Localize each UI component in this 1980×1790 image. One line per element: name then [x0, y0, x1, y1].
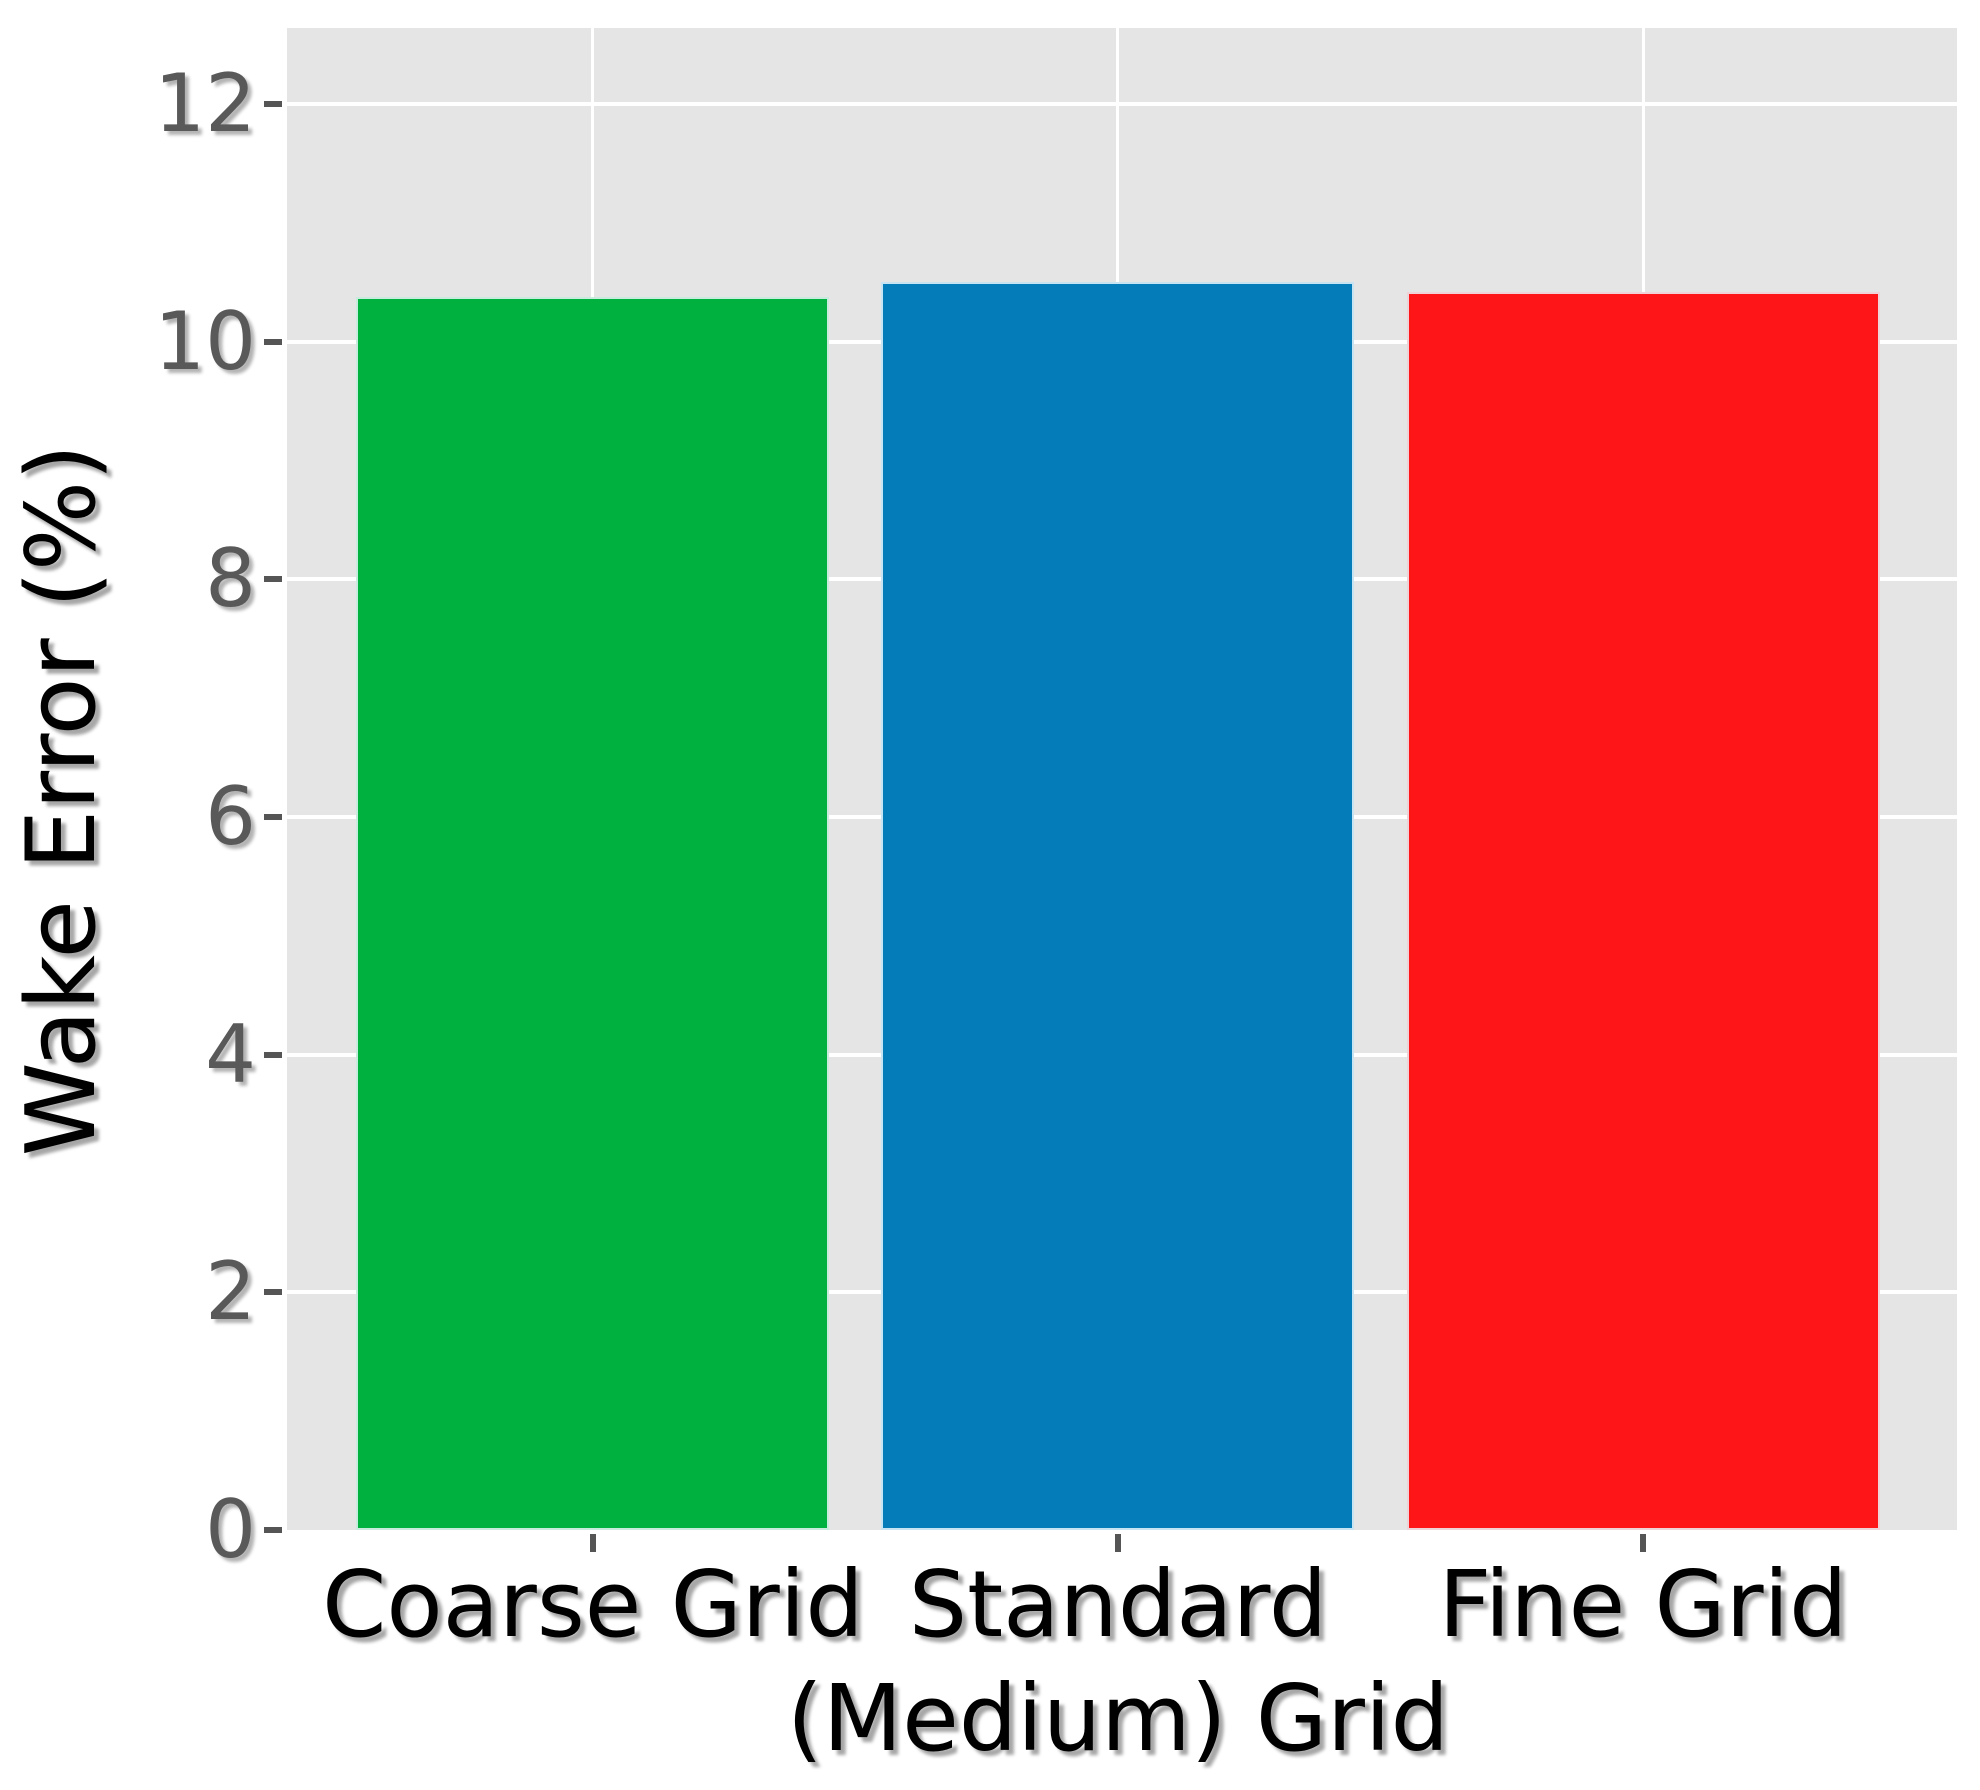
y-tick-mark [264, 1051, 282, 1058]
y-tick-label: 10 [154, 294, 256, 388]
y-tick-label: 0 [205, 1483, 256, 1576]
horizontal-gridline [287, 102, 1957, 107]
plot-area [287, 28, 1957, 1530]
y-tick-mark [264, 814, 282, 821]
x-tick-label-line: (Medium) Grid [787, 1665, 1449, 1772]
x-tick-label: Standard (Medium) Grid [648, 1548, 1588, 1776]
y-tick-label: 6 [205, 770, 256, 864]
x-tick-mark [589, 1534, 596, 1552]
x-tick-mark [1114, 1534, 1121, 1552]
bar-fine-grid [1406, 291, 1880, 1530]
bar-coarse-grid [356, 296, 830, 1530]
y-tick-mark [264, 576, 282, 583]
y-tick-label: 4 [205, 1007, 256, 1101]
x-tick-label-line: Coarse Grid [322, 1551, 864, 1658]
x-tick-mark [1640, 1534, 1647, 1552]
y-tick-label: 12 [154, 57, 256, 151]
y-tick-mark [264, 338, 282, 345]
y-tick-mark [264, 1289, 282, 1296]
y-tick-label: 2 [205, 1245, 256, 1339]
y-tick-mark [264, 1527, 282, 1533]
x-tick-label: Coarse Grid [123, 1548, 1063, 1662]
x-tick-label-line: Standard [908, 1551, 1328, 1658]
x-tick-label: Fine Grid [1173, 1548, 1980, 1662]
y-tick-mark [264, 101, 282, 108]
bar-standard-medium-grid [881, 282, 1355, 1530]
x-tick-label-line: Fine Grid [1438, 1551, 1848, 1658]
y-tick-label: 8 [205, 532, 256, 626]
